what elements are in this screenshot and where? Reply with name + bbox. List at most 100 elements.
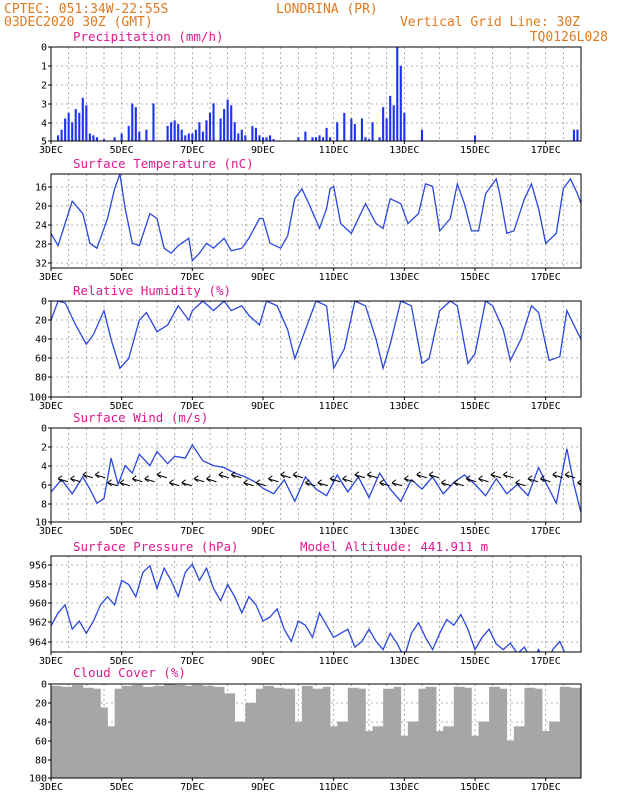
y-tick-label: 4 <box>41 119 47 130</box>
precip-bar <box>392 105 395 141</box>
wind-arrow <box>453 479 464 487</box>
precip-bar <box>364 137 367 141</box>
wind-arrow <box>82 471 93 479</box>
cloud-column <box>383 688 395 778</box>
cloud-column <box>284 688 296 778</box>
precip-bar <box>389 95 392 141</box>
y-tick-label: 100 <box>29 774 47 785</box>
cloud-column <box>61 686 73 778</box>
precip-bar <box>473 135 477 141</box>
x-tick-label: 11DEC <box>319 656 349 667</box>
wind-arrow <box>193 475 205 483</box>
x-tick-label: 17DEC <box>531 526 561 537</box>
wind-arrow <box>428 471 440 479</box>
precip-bar <box>336 122 339 141</box>
x-tick-label: 5DEC <box>110 272 134 283</box>
wind-arrow <box>243 479 254 487</box>
x-tick-label: 17DEC <box>531 145 561 156</box>
wind-arrow <box>354 471 366 479</box>
precip-bar <box>95 137 98 141</box>
precip-bar <box>81 97 84 141</box>
precip-bar <box>212 103 215 141</box>
precip-bar <box>71 122 74 141</box>
cloud-column <box>400 735 409 778</box>
y-tick-label: 962 <box>29 618 47 629</box>
precip-bar <box>88 133 91 141</box>
y-tick-label: 2 <box>41 81 47 92</box>
cloud-column <box>418 688 426 778</box>
panel-frame <box>50 427 582 523</box>
wind-arrow <box>478 475 489 483</box>
wind-arrow <box>515 479 526 487</box>
cloud-column <box>51 685 62 778</box>
y-tick-label: 28 <box>35 240 47 251</box>
y-tick-label: 964 <box>29 638 47 649</box>
x-tick-label: 13DEC <box>389 272 419 283</box>
panel-frame <box>50 683 582 779</box>
precip-bar <box>208 112 212 141</box>
wind-arrow <box>218 471 229 479</box>
wind-arrow <box>107 479 118 487</box>
x-tick-label: 5DEC <box>110 526 134 537</box>
x-tick-label: 13DEC <box>389 656 419 667</box>
cloud-column <box>549 721 561 778</box>
y-tick-label: 80 <box>35 756 47 767</box>
precip-bar <box>57 135 60 141</box>
cloud-column <box>478 721 490 778</box>
panel-title-temp: Surface Temperature (nC) <box>73 156 254 171</box>
y-tick-label: 20 <box>35 699 47 710</box>
wind-arrow <box>379 479 390 487</box>
cloud-column <box>174 684 186 778</box>
precip-bar <box>152 103 155 141</box>
series-precip <box>57 47 579 141</box>
precip-bar <box>219 118 222 141</box>
precip-bar <box>254 127 257 141</box>
panel-frame <box>50 555 582 653</box>
x-tick-label: 9DEC <box>251 272 275 283</box>
wind-arrow <box>317 479 328 487</box>
precip-bar <box>399 65 402 141</box>
cloud-column <box>121 685 133 778</box>
cloud-column <box>100 707 108 778</box>
panel-title-wind: Surface Wind (m/s) <box>73 410 208 425</box>
y-tick-label: 0 <box>41 43 47 54</box>
precip-bar <box>120 133 123 141</box>
wind-arrow <box>144 475 155 483</box>
panel-title-pres: Surface Pressure (hPa) <box>73 539 239 554</box>
wind-arrow <box>94 471 106 479</box>
precip-bar <box>134 107 137 141</box>
cloud-column <box>93 688 101 778</box>
header-code: TQ0126L028 <box>530 30 608 45</box>
precip-bar <box>378 137 381 141</box>
x-tick-label: 13DEC <box>389 145 419 156</box>
series-wind <box>51 443 581 513</box>
wind-arrow <box>70 475 81 483</box>
wind-arrow <box>342 475 353 483</box>
precip-bar <box>258 135 261 141</box>
x-tick-label: 7DEC <box>180 145 204 156</box>
series-rh <box>51 301 581 371</box>
precip-bar <box>223 109 226 141</box>
x-tick-label: 3DEC <box>39 272 63 283</box>
y-tick-label: 1 <box>41 62 47 73</box>
x-tick-label: 5DEC <box>110 401 134 412</box>
x-tick-label: 13DEC <box>389 401 419 412</box>
precip-bar <box>265 137 268 141</box>
precip-bar <box>170 122 173 141</box>
precip-bar <box>318 135 321 141</box>
precip-bar <box>403 112 406 141</box>
precip-bar <box>382 107 385 141</box>
precip-bar <box>353 124 356 141</box>
precip-bar <box>385 118 388 141</box>
x-tick-label: 9DEC <box>251 656 275 667</box>
precip-bar <box>367 139 371 141</box>
x-tick-label: 5DEC <box>110 782 134 793</box>
cloud-column <box>72 684 84 778</box>
precip-bar <box>78 112 81 141</box>
wind-arrow <box>181 479 192 487</box>
precip-bar <box>233 122 236 141</box>
precip-bar <box>322 137 325 141</box>
y-tick-label: 0 <box>41 424 47 435</box>
